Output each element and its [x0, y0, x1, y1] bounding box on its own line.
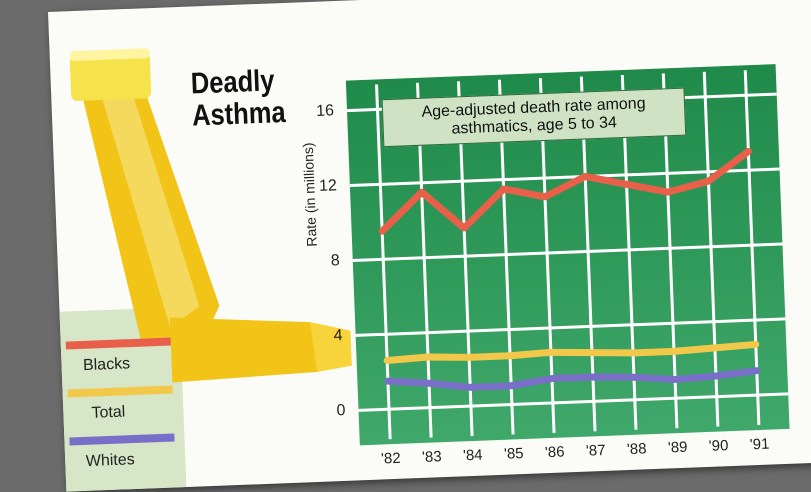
legend-box: [49, 307, 187, 492]
inhaler: [69, 48, 352, 383]
legend-swatch: [67, 385, 173, 398]
y-tick-label: 4: [333, 327, 343, 344]
page: {"chart_data": {"type": "line", "title":…: [48, 0, 811, 492]
x-tick-label: '84: [463, 447, 483, 465]
x-tick-label: '89: [668, 439, 688, 457]
grid-line-vertical: [743, 70, 761, 426]
chart-card: 0 4 8 12 16 '82 '83 '84 '85 '86 '87 '88 '89 '90 '91 Bla…: [48, 0, 811, 492]
y-tick-label: 0: [336, 402, 346, 419]
legend-label: Whites: [86, 451, 136, 470]
x-tick-label: '91: [750, 436, 770, 454]
y-tick-label: 16: [316, 102, 335, 120]
chart-title: Deadly Asthma: [190, 64, 287, 133]
series-line: [383, 340, 760, 364]
x-tick-label: '85: [504, 445, 524, 463]
x-tick-label: '86: [545, 443, 565, 461]
x-tick-label: '90: [709, 437, 729, 455]
legend-swatch: [65, 337, 171, 350]
y-tick-label: 12: [319, 177, 338, 195]
series-line: [384, 367, 761, 391]
legend-label: Total: [91, 404, 125, 422]
x-tick-label: '83: [422, 448, 442, 466]
x-tick-label: '88: [627, 440, 647, 458]
legend-swatch: [69, 433, 175, 446]
y-tick-label: 8: [331, 252, 341, 269]
x-tick-label: '87: [586, 442, 606, 460]
series-line: [378, 147, 752, 235]
grid-line-vertical: [702, 71, 720, 427]
chart: 0 4 8 12 16 '82 '83 '84 '85 '86 '87 '88 '89 '90 '91 Bla…: [49, 48, 790, 492]
legend-label: Blacks: [83, 355, 131, 374]
x-tick-label: '82: [381, 450, 401, 468]
